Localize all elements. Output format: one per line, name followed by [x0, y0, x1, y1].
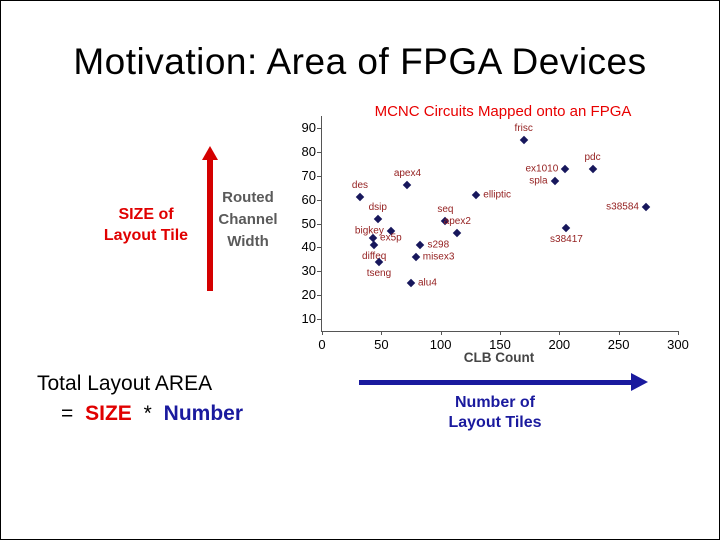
- size-of-layout-tile-line1: SIZE of: [118, 206, 174, 223]
- y-tick-label: 10: [301, 311, 316, 327]
- y-tick-label: 70: [301, 167, 316, 183]
- data-point-marker: [519, 135, 528, 145]
- x-tick-mark: [559, 331, 561, 335]
- size-word: SIZE: [85, 402, 132, 425]
- data-point-label: apex2: [443, 216, 471, 228]
- page-title: Motivation: Area of FPGA Devices: [73, 41, 647, 82]
- number-of-layout-tiles-label: Number of Layout Tiles: [425, 393, 565, 433]
- x-tick-mark: [500, 331, 501, 335]
- x-tick-mark: [618, 331, 620, 335]
- y-axis-label-line2: Channel: [218, 211, 278, 228]
- data-point-label: dsip: [368, 201, 387, 213]
- data-point-marker: [403, 181, 412, 190]
- data-point-marker: [550, 176, 559, 185]
- x-tick-mark: [381, 331, 383, 335]
- data-point-label: diffeq: [362, 251, 387, 262]
- y-axis-label: Routed Channel Width: [215, 187, 281, 253]
- x-tick-mark: [678, 331, 679, 335]
- data-point-marker: [472, 190, 481, 200]
- size-of-layout-tile-label: SIZE of Layout Tile: [86, 204, 206, 246]
- y-axis-label-line3: Width: [227, 233, 269, 250]
- data-point-label: ex1010: [525, 163, 559, 175]
- y-tick-mark: [317, 223, 322, 225]
- data-point-label: spla: [529, 175, 548, 186]
- x-tick-mark: [440, 331, 442, 335]
- data-point-label: s38417: [550, 234, 583, 246]
- data-point-marker: [355, 192, 365, 202]
- y-tick-label: 60: [301, 191, 316, 207]
- data-point-marker: [406, 278, 416, 288]
- x-tick-label: 250: [607, 337, 630, 352]
- equation-text: = SIZE * Number: [61, 402, 249, 426]
- size-of-layout-tile-line2: Layout Tile: [103, 227, 189, 244]
- y-tick-mark: [317, 247, 322, 249]
- data-point-marker: [561, 164, 570, 173]
- y-tick-mark: [317, 271, 322, 273]
- y-tick-mark: [317, 319, 322, 321]
- x-tick-label: 50: [374, 337, 389, 352]
- data-point-label: misex3: [422, 251, 455, 263]
- data-point-label: ex5p: [380, 232, 402, 244]
- plot-area: 90 80 70 60 50 40 30 20 10 0 50 100 150 200 250 300 fris…: [302, 116, 689, 352]
- data-point-label: bigkey: [354, 225, 384, 237]
- x-tick-label: 200: [548, 337, 571, 352]
- data-point-label: elliptic: [483, 189, 512, 201]
- chart-title: MCNC Circuits Mapped onto an FPGA: [374, 103, 632, 120]
- y-tick-label: 90: [301, 119, 316, 135]
- data-point-label: pdc: [584, 151, 601, 163]
- total-layout-area-text: Total Layout AREA: [37, 372, 213, 395]
- data-point-label: s298: [427, 239, 450, 251]
- star-sign: *: [143, 402, 152, 425]
- data-point-label: tseng: [366, 267, 392, 279]
- x-axis-label: CLB Count: [463, 350, 535, 365]
- data-point-marker: [369, 240, 379, 250]
- y-tick-label: 30: [301, 263, 316, 279]
- data-point-marker: [411, 252, 420, 262]
- data-point-label: s38584: [606, 201, 639, 213]
- blue-right-arrow-shaft: [359, 380, 631, 385]
- data-point-label: seq: [437, 204, 454, 216]
- data-point-marker: [641, 202, 651, 212]
- y-tick-mark: [317, 151, 322, 153]
- number-of-layout-tiles-line1: Number of: [455, 394, 535, 411]
- blue-right-arrow-head-icon: [631, 373, 648, 391]
- x-tick-mark: [322, 331, 323, 335]
- data-point-label: frisc: [514, 122, 533, 134]
- equals-sign: =: [61, 402, 74, 425]
- x-tick-label: 0: [318, 337, 326, 352]
- y-tick-mark: [317, 295, 322, 297]
- y-tick-label: 40: [301, 239, 316, 255]
- data-point-marker: [562, 224, 571, 233]
- y-tick-label: 50: [301, 215, 316, 231]
- red-up-arrow-head-icon: [202, 146, 218, 160]
- y-tick-mark: [317, 175, 322, 177]
- data-point-label: apex4: [393, 168, 422, 180]
- y-tick-label: 80: [301, 143, 316, 159]
- data-point-marker: [588, 164, 597, 173]
- number-of-layout-tiles-line2: Layout Tiles: [448, 414, 542, 431]
- y-tick-mark: [317, 127, 322, 129]
- red-up-arrow-shaft: [207, 159, 213, 291]
- data-point-marker: [453, 228, 462, 238]
- x-tick-label: 300: [667, 337, 689, 352]
- data-point-label: alu4: [418, 277, 437, 289]
- y-axis-label-line1: Routed: [222, 189, 274, 206]
- data-point-label: des: [351, 180, 369, 192]
- x-tick-label: 150: [489, 337, 511, 352]
- y-tick-label: 20: [301, 287, 316, 303]
- number-word: Number: [163, 402, 244, 425]
- data-point-marker: [416, 240, 425, 250]
- data-point-marker: [373, 214, 383, 223]
- x-tick-label: 100: [429, 337, 452, 352]
- y-tick-mark: [317, 199, 322, 201]
